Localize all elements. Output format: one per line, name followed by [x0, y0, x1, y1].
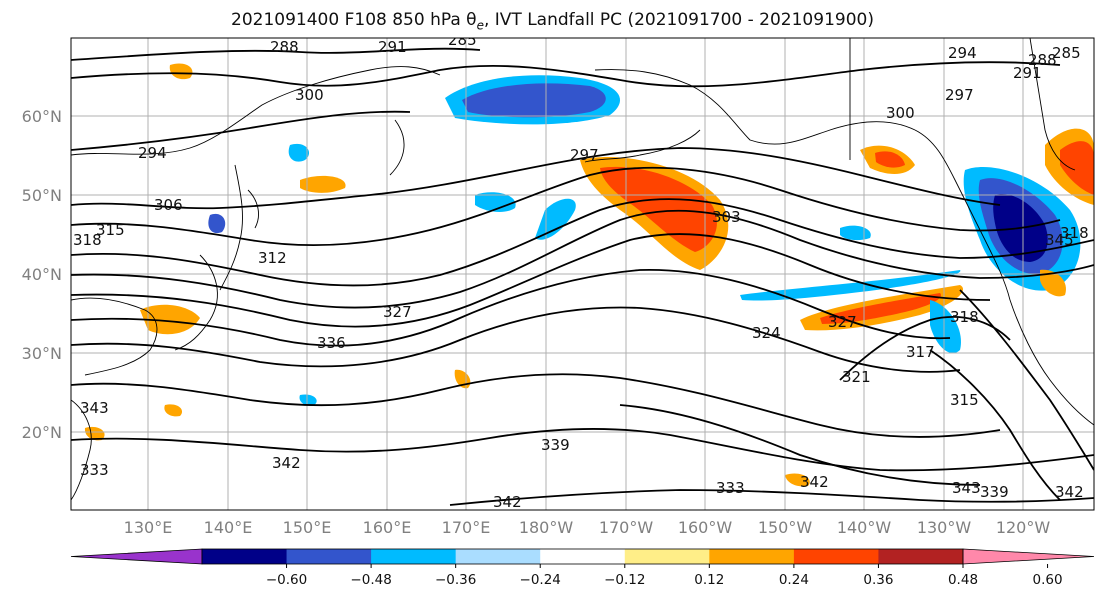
- contour-label: 300: [886, 104, 915, 122]
- contour-label: 315: [950, 391, 979, 409]
- lat-label-40n: 40°N: [22, 265, 62, 284]
- contour-label: 291: [378, 38, 407, 56]
- lon-label: 140°E: [204, 518, 253, 537]
- colorbar-tick-label: −0.36: [435, 572, 476, 588]
- contour-label: 324: [752, 324, 781, 342]
- colorbar-swatch: [709, 549, 795, 564]
- contour-label: 342: [800, 473, 829, 491]
- contour-label: 327: [828, 313, 857, 331]
- colorbar-tick-label: −0.60: [266, 572, 307, 588]
- contour-label: 285: [1052, 44, 1081, 62]
- contour-label: 297: [945, 86, 974, 104]
- colorbar-tick-label: 0.24: [779, 572, 809, 588]
- lat-label-60n: 60°N: [22, 107, 62, 126]
- colorbar-tick-label: 0.48: [948, 572, 978, 588]
- contour-label: 318: [1060, 224, 1089, 242]
- lat-label-20n: 20°N: [22, 423, 62, 442]
- colorbar-tick-label: −0.12: [604, 572, 645, 588]
- contour-label: 317: [906, 343, 935, 361]
- colorbar-swatch: [455, 549, 541, 564]
- colorbar-extend-max: [962, 548, 1095, 565]
- contour-label: 343: [80, 399, 109, 417]
- contour-label: 288: [1028, 51, 1057, 69]
- colorbar-tick-label: −0.24: [520, 572, 561, 588]
- colorbar-tick-label: 0.36: [863, 572, 893, 588]
- contour-label: 297: [570, 146, 599, 164]
- lon-label: 130°W: [917, 518, 972, 537]
- lon-label: 160°W: [678, 518, 733, 537]
- contour-label: 333: [716, 479, 745, 497]
- colorbar-extend-min: [70, 548, 203, 565]
- contour-label: 285: [448, 31, 477, 49]
- lat-label-50n: 50°N: [22, 186, 62, 205]
- contour-label: 339: [541, 436, 570, 454]
- colorbar-frame: [201, 548, 964, 565]
- contour-label: 339: [980, 483, 1009, 501]
- contour-label: 291: [1013, 64, 1042, 82]
- contour-label: 343: [952, 479, 981, 497]
- shaded-anomaly-fields: [84, 63, 1094, 487]
- contour-label: 342: [272, 454, 301, 472]
- lat-label-30n: 30°N: [22, 344, 62, 363]
- contour-label: 315: [96, 221, 125, 239]
- colorbar-swatch: [371, 549, 457, 564]
- lon-label: 150°E: [283, 518, 332, 537]
- contour-label: 306: [154, 196, 183, 214]
- contour-label: 345: [1045, 231, 1074, 249]
- colorbar-swatch: [878, 549, 964, 564]
- colorbar-swatch: [540, 549, 626, 564]
- gridlines: [71, 38, 1094, 510]
- contour-label: 342: [1055, 483, 1084, 501]
- map-title: 2021091400 F108 850 hPa θe, IVT Landfall…: [231, 10, 874, 33]
- contour-label: 303: [712, 208, 741, 226]
- lon-label: 160°E: [363, 518, 412, 537]
- lon-label: 170°E: [442, 518, 491, 537]
- map-frame: [70, 37, 1095, 511]
- longitude-labels: 130°E 140°E 150°E 160°E 170°E 180°W 170°…: [124, 518, 1051, 537]
- lon-label: 130°E: [124, 518, 173, 537]
- lon-label: 150°W: [758, 518, 813, 537]
- colorbar-tick-label: −0.48: [350, 572, 391, 588]
- colorbar-tick-label: 0.12: [694, 572, 724, 588]
- contour-label: 342: [493, 493, 522, 511]
- contour-label: 333: [80, 461, 109, 479]
- contour-label: 327: [383, 303, 412, 321]
- contour-label: 321: [842, 368, 871, 386]
- contour-label: 336: [317, 334, 346, 352]
- colorbar-tick-label: 0.60: [1033, 572, 1063, 588]
- theta-e-contours: [71, 47, 1094, 506]
- contour-label: 294: [138, 144, 167, 162]
- lon-label: 170°W: [599, 518, 654, 537]
- colorbar-swatch: [624, 549, 710, 564]
- latitude-labels: 60°N 50°N 40°N 30°N 20°N: [22, 107, 62, 442]
- map-panel: 288 291 285 300 294 306 318 315 312 327 …: [70, 31, 1095, 511]
- lon-label: 180°W: [519, 518, 574, 537]
- colorbar: −0.60 −0.48 −0.36 −0.24 −0.12 0.12 0.24 0.36 0.4…: [70, 548, 1095, 588]
- contour-label: 288: [270, 38, 299, 56]
- contour-label: 318: [73, 231, 102, 249]
- contour-label: 312: [258, 249, 287, 267]
- contour-label: 300: [295, 86, 324, 104]
- colorbar-swatch: [202, 549, 288, 564]
- lon-label: 120°W: [996, 518, 1051, 537]
- lon-label: 140°W: [837, 518, 892, 537]
- contour-label: 318: [950, 308, 979, 326]
- colorbar-swatch: [793, 549, 879, 564]
- contour-labels: 288 291 285 300 294 306 318 315 312 327 …: [73, 31, 1089, 511]
- contour-label: 294: [948, 44, 977, 62]
- colorbar-swatch: [286, 549, 372, 564]
